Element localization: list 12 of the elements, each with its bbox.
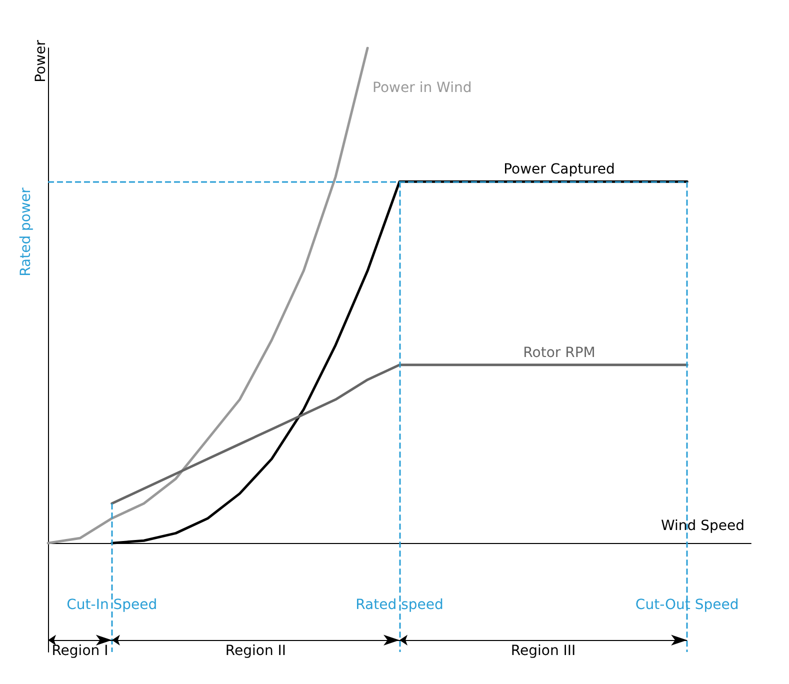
text: Region II [225, 643, 286, 660]
text: Region III [510, 643, 576, 660]
x-axis-title: Wind Speed [661, 518, 745, 534]
ref-line-label: Rated power [18, 187, 34, 276]
x-tick-label: Cut-Out Speed [635, 597, 739, 613]
series-label: Power Captured [504, 162, 615, 178]
x-tick-label: Cut-In Speed [66, 597, 158, 613]
text: Region I [52, 643, 108, 660]
series-label: Rotor RPM [523, 344, 596, 361]
series-label: Power in Wind [372, 80, 472, 96]
y-axis-title: Power [33, 40, 49, 82]
x-tick-label: Rated speed [356, 597, 444, 613]
